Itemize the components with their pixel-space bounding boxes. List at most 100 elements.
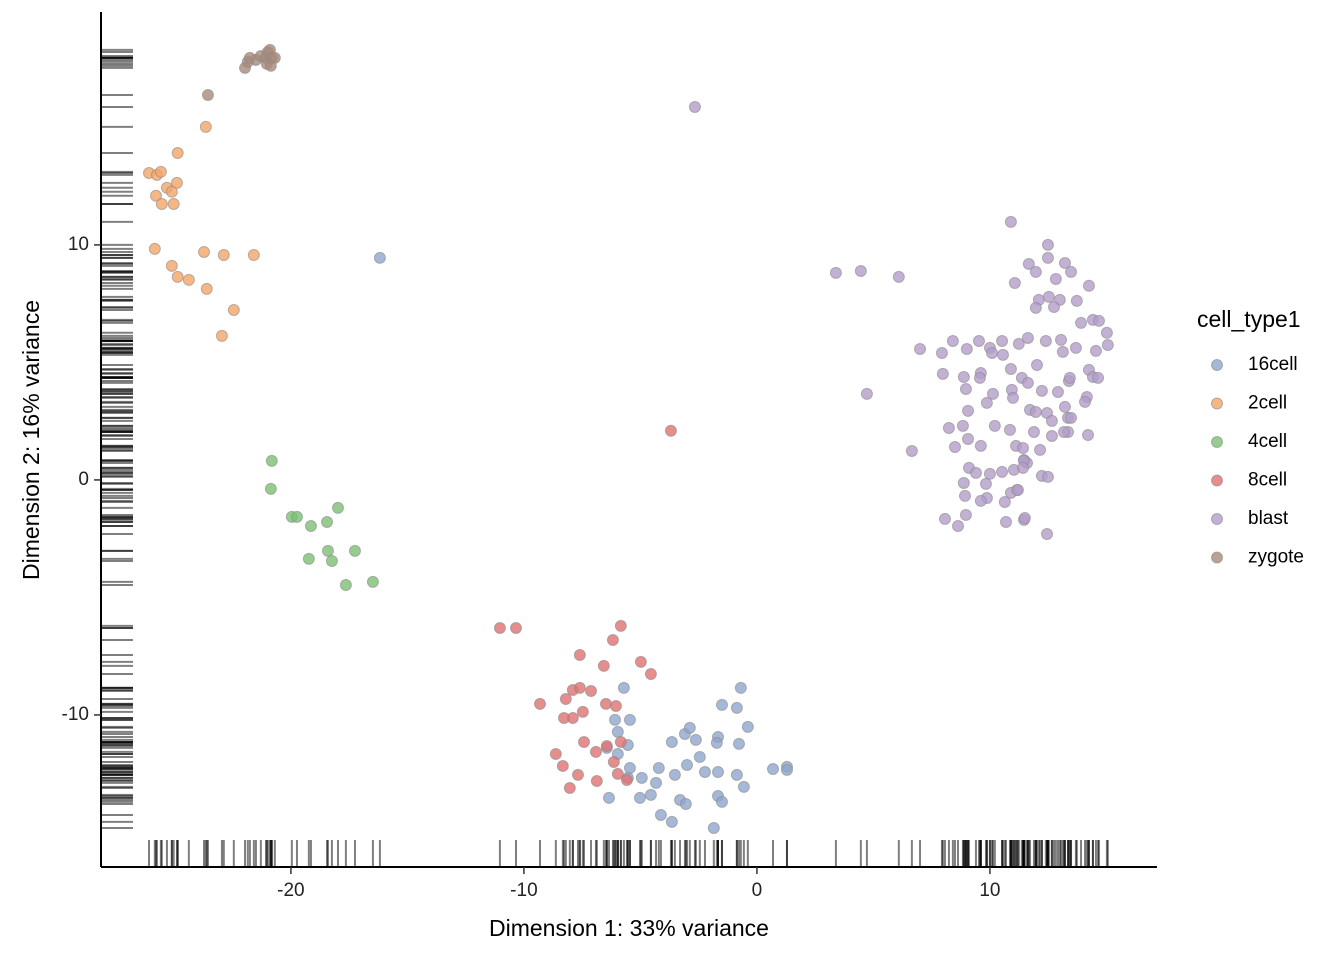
point (620, 774, 633, 787)
point (741, 720, 754, 733)
point (607, 755, 620, 768)
point (1022, 257, 1035, 270)
point (1029, 406, 1042, 419)
point (264, 59, 277, 72)
y-tick-label: 10 (68, 234, 89, 255)
point (247, 249, 260, 262)
point (609, 700, 622, 713)
point (707, 821, 720, 834)
point (573, 681, 586, 694)
point (938, 512, 951, 525)
point (1007, 391, 1019, 404)
point (576, 705, 589, 718)
point (1055, 333, 1067, 346)
point (304, 519, 317, 532)
point (935, 347, 948, 360)
point (959, 489, 971, 502)
point (644, 668, 657, 681)
point (321, 544, 334, 557)
legend-marker (1211, 551, 1223, 564)
point (1017, 441, 1030, 454)
x-tick-label: 0 (752, 880, 763, 901)
point (623, 762, 636, 775)
point (936, 367, 949, 380)
point (611, 725, 624, 738)
point (1011, 484, 1024, 497)
legend-marker (1211, 397, 1223, 410)
point (959, 508, 972, 521)
point (974, 439, 987, 452)
legend-label: 16cell (1248, 354, 1298, 375)
point (1027, 425, 1040, 438)
point (979, 477, 992, 490)
point (600, 739, 613, 752)
point (1056, 345, 1069, 358)
point (633, 791, 646, 804)
point (227, 304, 240, 317)
point (182, 273, 195, 286)
point (665, 735, 678, 748)
point (373, 251, 386, 264)
point (654, 809, 667, 822)
point (693, 751, 706, 764)
point (614, 619, 627, 632)
point (960, 343, 973, 356)
point (730, 768, 743, 781)
point (302, 552, 315, 565)
point (215, 329, 228, 342)
legend-marker (1211, 436, 1223, 448)
point (1017, 461, 1030, 474)
point (829, 266, 842, 279)
point (171, 270, 184, 283)
point (165, 185, 178, 198)
point (148, 242, 161, 255)
point (563, 782, 576, 795)
point (1058, 425, 1071, 438)
point (556, 759, 569, 772)
point (589, 745, 602, 758)
point (996, 348, 1009, 361)
point (1021, 331, 1034, 344)
point (689, 733, 702, 746)
point (493, 621, 506, 634)
point (1101, 339, 1114, 352)
point (860, 387, 873, 400)
point (962, 433, 975, 446)
x-tick-label: -20 (277, 880, 304, 901)
point (1031, 358, 1043, 371)
point (1058, 257, 1071, 270)
point (1082, 279, 1095, 292)
point (1041, 238, 1054, 251)
legend-title: cell_type1 (1197, 306, 1301, 332)
point (602, 791, 615, 804)
point (914, 343, 927, 356)
point (948, 441, 961, 454)
point (1039, 335, 1052, 348)
point (681, 759, 694, 772)
point (974, 494, 987, 507)
legend-label: 4cell (1248, 431, 1287, 452)
point (712, 766, 725, 779)
point (1079, 395, 1091, 408)
point (348, 544, 361, 557)
point (149, 189, 162, 202)
point (688, 100, 701, 113)
point (557, 711, 570, 724)
point (573, 649, 586, 662)
point (590, 774, 603, 787)
legend-label: 2cell (1248, 393, 1287, 414)
point (559, 692, 572, 705)
point (1008, 276, 1021, 289)
point (683, 721, 696, 734)
x-tick-label: -10 (510, 880, 537, 901)
point (617, 681, 630, 694)
point (1018, 511, 1031, 524)
point (578, 735, 591, 748)
point (635, 771, 648, 784)
legend-marker (1211, 474, 1223, 487)
point (217, 249, 230, 262)
point (623, 713, 636, 726)
point (201, 88, 214, 101)
point (664, 424, 677, 437)
point (197, 245, 210, 258)
